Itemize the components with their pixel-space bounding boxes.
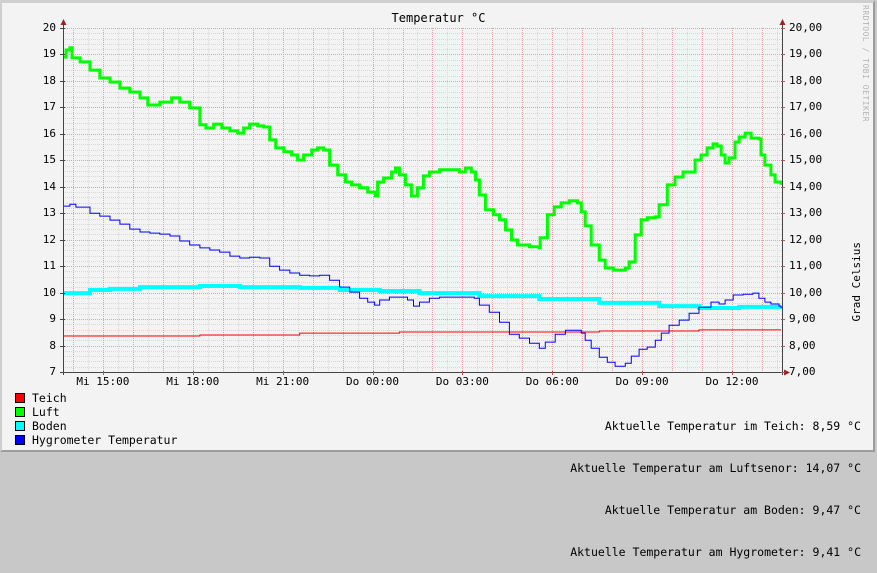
current-hygrometer: Aktuelle Temperatur am Hygrometer: 9,41 … xyxy=(570,545,861,559)
plot-area xyxy=(60,19,790,376)
x-tick: Do 06:00 xyxy=(525,375,579,388)
legend-label: Hygrometer Temperatur xyxy=(32,433,178,447)
y-tick-right: 19,00 xyxy=(789,47,823,61)
y-tick-right: 13,00 xyxy=(789,206,823,220)
legend-item-teich: Teich xyxy=(15,391,177,405)
y-tick-left: 16 xyxy=(42,126,56,140)
legend-item-luft: Luft xyxy=(15,405,177,419)
hygrometer-swatch-icon xyxy=(15,435,25,445)
y-tick-right: 10,00 xyxy=(789,285,823,299)
legend: Teich Luft Boden Hygrometer Temperatur xyxy=(15,391,177,447)
y-tick-left: 20 xyxy=(42,21,56,34)
y-tick-left: 8 xyxy=(49,338,56,352)
y-tick-right: 9,00 xyxy=(789,312,816,326)
current-teich: Aktuelle Temperatur im Teich: 8,59 °C xyxy=(604,419,861,433)
x-tick: Mi 18:00 xyxy=(166,375,220,388)
y-tick-left: 18 xyxy=(42,73,56,87)
y-tick-left: 7 xyxy=(49,365,56,378)
y-tick-right: 14,00 xyxy=(789,179,823,193)
chart-title: Temperatur °C xyxy=(391,11,486,25)
y-tick-right: 17,00 xyxy=(789,100,823,114)
y-tick-right: 7,00 xyxy=(789,365,816,378)
legend-item-hygrometer: Hygrometer Temperatur xyxy=(15,433,177,447)
x-tick: Mi 21:00 xyxy=(256,375,310,388)
series-hygrometer-temperatur xyxy=(63,203,782,367)
x-tick: Do 09:00 xyxy=(615,375,669,388)
y-tick-left: 19 xyxy=(42,47,56,61)
x-tick: Do 12:00 xyxy=(705,375,759,388)
y-tick-right: 16,00 xyxy=(789,126,823,140)
series-boden xyxy=(63,284,784,310)
x-tick: Do 00:00 xyxy=(346,375,400,388)
current-luft: Aktuelle Temperatur am Luftsenor: 14,07 … xyxy=(570,461,861,475)
rrdtool-watermark: RRDTOOL / TOBI OETIKER xyxy=(861,5,870,122)
y-tick-right: 15,00 xyxy=(789,153,823,167)
y-tick-right: 8,00 xyxy=(789,338,816,352)
y-tick-left: 9 xyxy=(49,312,56,326)
teich-swatch-icon xyxy=(15,393,25,403)
legend-label: Boden xyxy=(32,419,67,433)
y-tick-left: 11 xyxy=(42,259,56,273)
luft-swatch-icon xyxy=(15,407,25,417)
y-tick-right: 20,00 xyxy=(789,21,823,34)
y-tick-left: 14 xyxy=(42,179,56,193)
y-tick-left: 17 xyxy=(42,100,56,114)
x-tick: Do 03:00 xyxy=(435,375,489,388)
y-axis-label: Grad Celsius xyxy=(850,242,863,322)
y-tick-right: 11,00 xyxy=(789,259,823,273)
current-values: Aktuelle Temperatur im Teich: 8,59 °C Ak… xyxy=(570,391,861,573)
y-tick-left: 15 xyxy=(42,153,56,167)
current-boden: Aktuelle Temperatur am Boden: 9,47 °C xyxy=(604,503,861,517)
y-tick-left: 13 xyxy=(42,206,56,220)
x-tick: Mi 15:00 xyxy=(76,375,130,388)
series-luft xyxy=(63,46,783,272)
boden-swatch-icon xyxy=(15,421,25,431)
y-tick-left: 10 xyxy=(42,285,56,299)
chart-frame xyxy=(0,0,875,452)
y-tick-left: 12 xyxy=(42,232,56,246)
legend-label: Teich xyxy=(32,391,67,405)
y-tick-right: 18,00 xyxy=(789,73,823,87)
legend-label: Luft xyxy=(32,405,60,419)
series-teich xyxy=(63,329,782,337)
y-tick-right: 12,00 xyxy=(789,232,823,246)
legend-item-boden: Boden xyxy=(15,419,177,433)
